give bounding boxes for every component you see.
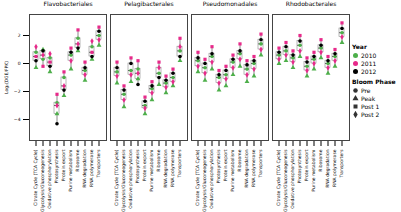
html-text:2010: 2010 (361, 51, 377, 59)
html-text:Pre: Pre (361, 86, 371, 94)
svg-text:Citrate Cycle (TCA Cycle): Citrate Cycle (TCA Cycle) (276, 149, 281, 206)
svg-text:Pseudomonadales: Pseudomonadales (203, 0, 258, 7)
svg-text:Oxidative phosphorylation: Oxidative phosphorylation (290, 149, 295, 209)
svg-text:RNA polymerase: RNA polymerase (89, 149, 94, 187)
svg-text:−2: −2 (14, 89, 21, 94)
svg-text:Flavobacteriales: Flavobacteriales (43, 0, 92, 7)
svg-text:Ribosome: Ribosome (75, 149, 80, 171)
svg-text:Oxidative phosphorylation: Oxidative phosphorylation (209, 149, 214, 209)
svg-text:Purine metabolism: Purine metabolism (68, 150, 73, 192)
html-text:Peak: Peak (361, 94, 376, 102)
svg-text:RNA degradation: RNA degradation (325, 149, 330, 187)
html-text:Bloom Phase: Bloom Phase (352, 78, 396, 85)
svg-text:0: 0 (18, 61, 21, 66)
svg-text:Glycolysis/Gluconeogenesis: Glycolysis/Gluconeogenesis (202, 149, 207, 212)
svg-text:RNA polymerase: RNA polymerase (332, 149, 337, 187)
svg-text:RNA polymerase: RNA polymerase (170, 149, 175, 187)
svg-text:Ribosome: Ribosome (318, 149, 323, 171)
svg-text:Purine metabolism: Purine metabolism (149, 150, 154, 192)
html-text:Post 2: Post 2 (361, 110, 380, 118)
svg-text:Citrate Cycle (TCA Cycle): Citrate Cycle (TCA Cycle) (114, 149, 119, 206)
svg-text:Photosynthesis: Photosynthesis (135, 149, 140, 184)
svg-text:RNA degradation: RNA degradation (244, 149, 249, 187)
svg-text:Glycolysis/Gluconeogenesis: Glycolysis/Gluconeogenesis (121, 149, 126, 212)
svg-text:Protein export: Protein export (304, 149, 309, 181)
svg-text:Glycolysis/Gluconeogenesis: Glycolysis/Gluconeogenesis (40, 149, 45, 212)
svg-text:Photosynthesis: Photosynthesis (297, 149, 302, 184)
svg-text:2: 2 (18, 33, 21, 38)
svg-text:Oxidative phosphorylation: Oxidative phosphorylation (47, 149, 52, 209)
svg-text:Glycolysis/Gluconeogenesis: Glycolysis/Gluconeogenesis (283, 149, 288, 212)
html-text:Post 1: Post 1 (361, 102, 380, 110)
svg-text:Ribosome: Ribosome (156, 149, 161, 171)
svg-text:Oxidative phosphorylation: Oxidative phosphorylation (128, 149, 133, 209)
svg-text:Citrate Cycle (TCA Cycle): Citrate Cycle (TCA Cycle) (195, 149, 200, 206)
html-text:2012: 2012 (361, 67, 377, 75)
svg-text:Ribosome: Ribosome (237, 149, 242, 171)
svg-text:Rhodobacterales: Rhodobacterales (286, 0, 337, 7)
svg-text:Photosynthesis: Photosynthesis (216, 149, 221, 184)
html-text:2011: 2011 (361, 59, 377, 67)
svg-text:Transporters: Transporters (339, 149, 344, 179)
svg-text:RNA degradation: RNA degradation (82, 149, 87, 187)
svg-text:Log₂(DGE/FPK): Log₂(DGE/FPK) (4, 61, 9, 94)
svg-text:RNA polymerase: RNA polymerase (251, 149, 256, 187)
svg-text:Transporters: Transporters (177, 149, 182, 179)
svg-text:Protein export: Protein export (142, 149, 147, 181)
svg-text:Protein export: Protein export (61, 149, 66, 181)
svg-text:Transporters: Transporters (258, 149, 263, 179)
svg-text:Photosynthesis: Photosynthesis (54, 149, 59, 184)
svg-text:Citrate Cycle (TCA Cycle): Citrate Cycle (TCA Cycle) (33, 149, 38, 206)
svg-text:−4: −4 (14, 117, 21, 122)
html-text:Year: Year (352, 43, 367, 50)
svg-text:Purine metabolism: Purine metabolism (230, 150, 235, 192)
svg-text:Protein export: Protein export (223, 149, 228, 181)
svg-text:Purine metabolism: Purine metabolism (311, 150, 316, 192)
svg-text:Pelagibacterales: Pelagibacterales (124, 0, 173, 8)
svg-text:RNA degradation: RNA degradation (163, 149, 168, 187)
svg-text:Transporters: Transporters (96, 149, 101, 179)
